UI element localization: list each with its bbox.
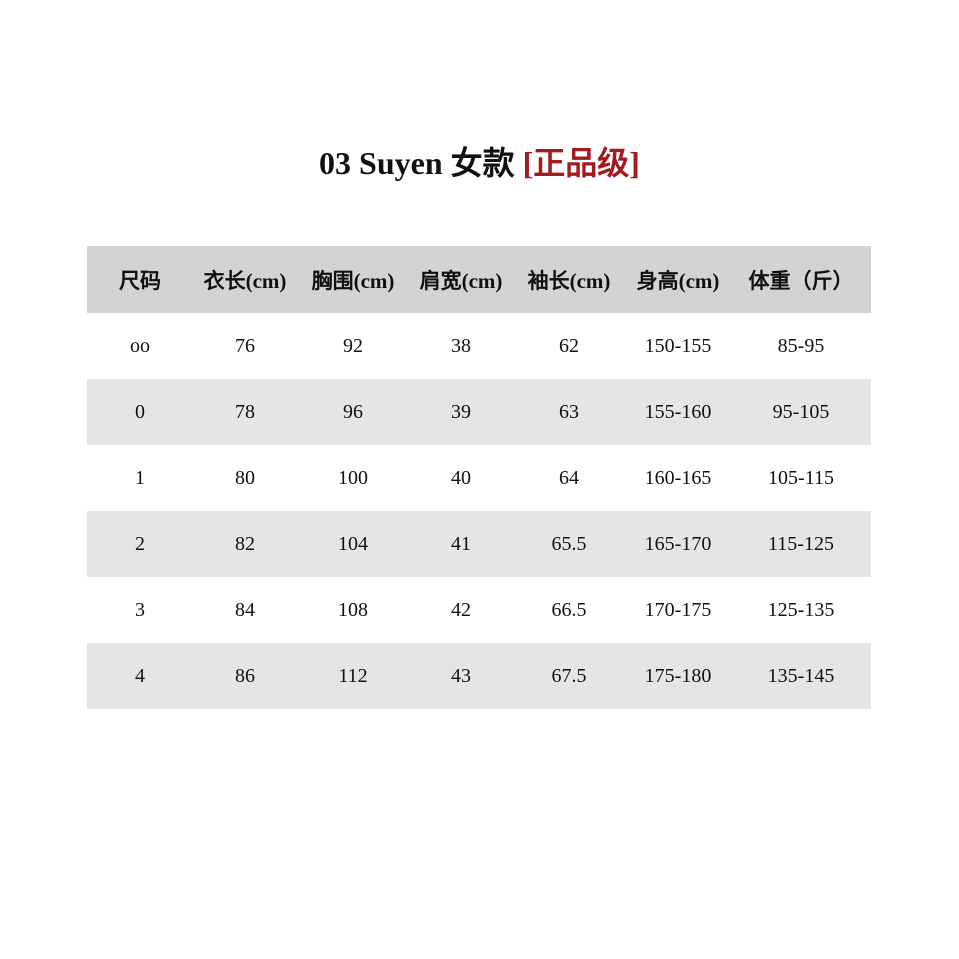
table-row: 4 86 112 43 67.5 175-180 135-145: [87, 643, 871, 709]
table-cell: 3: [135, 598, 145, 621]
table-cell: 80: [235, 466, 255, 489]
table-cell: 78: [193, 379, 297, 445]
header-size: 尺码: [87, 246, 193, 313]
table-cell: 155-160: [625, 379, 731, 445]
table-cell: oo: [130, 334, 150, 357]
header-height: 身高(cm): [625, 246, 731, 313]
table-row: 3 84 108 42 66.5 170-175 125-135: [87, 577, 871, 643]
table-cell: 40: [451, 466, 471, 489]
table-cell: 67.5: [513, 643, 625, 709]
table-cell: 0: [87, 379, 193, 445]
header-length: 衣长(cm): [193, 246, 297, 313]
table-row: oo 76 92 38 62 150-155 85-95: [87, 313, 871, 379]
table-cell: 39: [409, 379, 513, 445]
table-row: 2 82 104 41 65.5 165-170 115-125: [87, 511, 871, 577]
table-cell: 86: [193, 643, 297, 709]
table-cell: 92: [343, 334, 363, 357]
table-cell: 112: [297, 643, 409, 709]
table-cell: 175-180: [625, 643, 731, 709]
table-cell: 160-165: [644, 466, 712, 489]
table-cell: 62: [559, 334, 579, 357]
table-cell: 63: [513, 379, 625, 445]
table-cell: 38: [451, 334, 471, 357]
title-highlight: [正品级]: [522, 145, 640, 181]
table-cell: 41: [409, 511, 513, 577]
table-cell: 65.5: [513, 511, 625, 577]
table-cell: 66.5: [551, 598, 587, 621]
header-shoulder: 肩宽(cm): [409, 246, 513, 313]
table-row: 0 78 96 39 63 155-160 95-105: [87, 379, 871, 445]
table-cell: 84: [235, 598, 255, 621]
header-weight: 体重（斤）: [731, 246, 871, 313]
table-cell: 105-115: [768, 466, 834, 489]
table-cell: 82: [193, 511, 297, 577]
size-chart-table: 尺码 衣长(cm) 胸围(cm) 肩宽(cm) 袖长(cm) 身高(cm) 体重…: [87, 246, 871, 709]
table-cell: 115-125: [731, 511, 871, 577]
table-cell: 2: [87, 511, 193, 577]
table-cell: 64: [559, 466, 579, 489]
table-cell: 108: [338, 598, 368, 621]
table-cell: 104: [297, 511, 409, 577]
table-cell: 135-145: [731, 643, 871, 709]
header-sleeve: 袖长(cm): [513, 246, 625, 313]
header-chest: 胸围(cm): [297, 246, 409, 313]
table-cell: 43: [409, 643, 513, 709]
table-cell: 76: [235, 334, 255, 357]
header-row: 尺码 衣长(cm) 胸围(cm) 肩宽(cm) 袖长(cm) 身高(cm) 体重…: [87, 246, 871, 313]
table-row: 1 80 100 40 64 160-165 105-115: [87, 445, 871, 511]
table-cell: 100: [338, 466, 368, 489]
table-cell: 95-105: [731, 379, 871, 445]
table-cell: 96: [297, 379, 409, 445]
table-cell: 4: [87, 643, 193, 709]
table-cell: 85-95: [777, 334, 825, 357]
table-cell: 165-170: [625, 511, 731, 577]
table-cell: 125-135: [767, 598, 835, 621]
table-cell: 42: [451, 598, 471, 621]
table-cell: 1: [135, 466, 145, 489]
table-cell: 150-155: [644, 334, 712, 357]
table-cell: 170-175: [644, 598, 712, 621]
title-main: 03 Suyen 女款: [319, 145, 515, 181]
page-title: 03 Suyen 女款 [正品级]: [0, 138, 959, 184]
